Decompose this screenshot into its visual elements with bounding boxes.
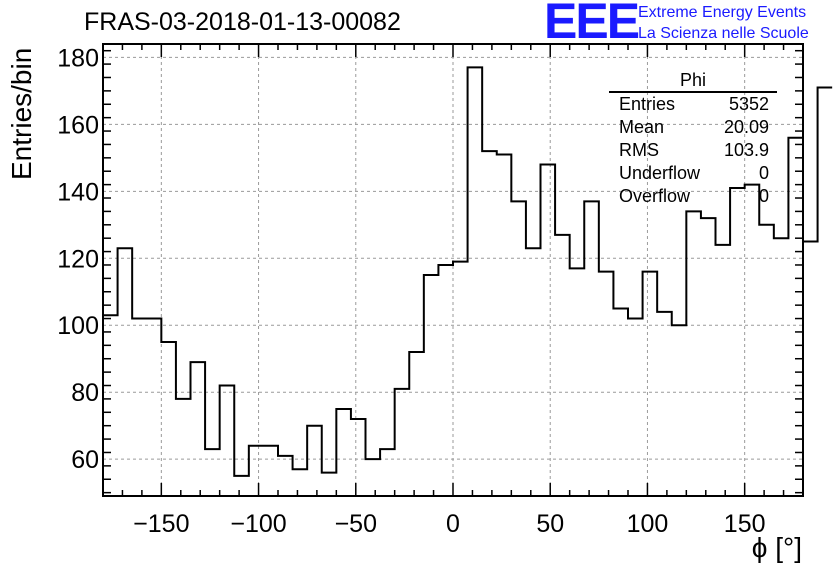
histogram-bin <box>686 211 701 496</box>
histogram-bin <box>497 154 512 496</box>
histogram-bin <box>526 248 541 496</box>
histogram-bin <box>307 426 322 496</box>
histogram-bin <box>220 386 235 496</box>
stats-row-underflow: Underflow 0 <box>609 162 777 185</box>
y-tick-label: 140 <box>57 178 99 206</box>
y-tick-label: 160 <box>57 111 99 139</box>
histogram-bin <box>774 238 789 496</box>
logo-line-1: Extreme Energy Events <box>638 4 807 21</box>
y-tick-label: 120 <box>57 245 99 273</box>
x-axis-label: ϕ [°] <box>751 532 802 563</box>
histogram-bin <box>438 265 453 496</box>
y-tick-label: 60 <box>71 446 99 474</box>
histogram-bin <box>818 88 833 496</box>
histogram-bin <box>176 399 191 496</box>
stats-box: Phi Entries 5352 Mean 20.09 RMS 103.9 Un… <box>609 70 777 208</box>
histogram-bin <box>613 309 628 496</box>
histogram-bin <box>541 165 556 496</box>
histogram-bin <box>147 319 162 496</box>
stats-label: Overflow <box>619 186 691 206</box>
histogram-bin <box>278 456 293 496</box>
stats-row-rms: RMS 103.9 <box>609 139 777 162</box>
histogram-bin <box>643 272 658 496</box>
stats-value: 0 <box>758 186 769 206</box>
histogram-bin <box>570 268 585 496</box>
y-tick-label: 180 <box>57 44 99 72</box>
histogram-bin <box>205 449 220 496</box>
histogram-bin <box>788 138 803 496</box>
x-tick-label: 0 <box>446 510 460 538</box>
chart-title: FRAS-03-2018-01-13-00082 <box>84 8 401 36</box>
stats-value: 0 <box>758 163 769 183</box>
histogram-bin <box>745 185 760 496</box>
histogram-bin <box>584 201 599 496</box>
histogram-bin <box>628 319 643 496</box>
stats-row-overflow: Overflow 0 <box>609 185 777 208</box>
histogram-bin <box>759 225 774 496</box>
histogram-bin <box>716 245 731 496</box>
stats-title: Phi <box>609 70 777 93</box>
x-tick-label: 100 <box>627 510 669 538</box>
histogram-bin <box>672 325 687 496</box>
x-tick-label: −150 <box>133 510 189 538</box>
histogram-bin <box>366 459 381 496</box>
histogram-bin <box>599 272 614 496</box>
stats-label: Underflow <box>619 163 701 183</box>
histogram-bin <box>249 446 264 496</box>
histogram-bin <box>468 67 483 496</box>
histogram-bin <box>191 362 206 496</box>
y-tick-label: 80 <box>71 379 99 407</box>
histogram-bin <box>336 409 351 496</box>
histogram-bin <box>322 473 337 496</box>
histogram-bin <box>730 188 745 496</box>
histogram-bin <box>132 319 147 496</box>
histogram-bin <box>453 262 468 496</box>
y-axis-label: Entries/bin <box>6 47 37 180</box>
stats-row-mean: Mean 20.09 <box>609 116 777 139</box>
histogram-bin <box>380 449 395 496</box>
stats-value: 5352 <box>728 94 769 114</box>
x-tick-label: 50 <box>536 510 564 538</box>
histogram-bin <box>103 315 118 496</box>
logo-line-2: La Scienza nelle Scuole <box>638 25 809 42</box>
histogram-bin <box>701 218 716 496</box>
x-axis-ticks: −150 −100 −50 0 50 100 150 <box>102 44 804 538</box>
histogram-bin <box>395 389 410 496</box>
y-axis-ticks: 60 80 100 120 140 160 180 <box>57 44 803 494</box>
histogram-bin <box>293 469 308 496</box>
histogram-bin <box>161 342 176 496</box>
histogram-bin <box>263 446 278 496</box>
stats-label: Mean <box>619 117 665 137</box>
histogram-bin <box>482 151 497 496</box>
x-tick-label: −100 <box>230 510 286 538</box>
histogram-bin <box>511 201 526 496</box>
histogram-outline <box>103 66 833 477</box>
histogram-bin <box>657 312 672 496</box>
stats-label: RMS <box>619 140 659 160</box>
eee-logo: EEE <box>544 0 640 49</box>
x-tick-label: 150 <box>724 510 766 538</box>
histogram-bin <box>424 275 439 496</box>
stats-row-entries: Entries 5352 <box>609 93 777 116</box>
histogram-bin <box>351 419 366 496</box>
histogram-bin <box>409 352 424 496</box>
x-tick-label: −50 <box>335 510 377 538</box>
histogram-bin <box>803 242 818 496</box>
histogram-bin <box>234 476 249 496</box>
stats-value: 20.09 <box>723 117 769 137</box>
histogram-bin <box>555 235 570 496</box>
y-tick-label: 100 <box>57 312 99 340</box>
stats-label: Entries <box>619 94 676 114</box>
histogram-bin <box>118 248 133 496</box>
stats-value: 103.9 <box>723 140 769 160</box>
